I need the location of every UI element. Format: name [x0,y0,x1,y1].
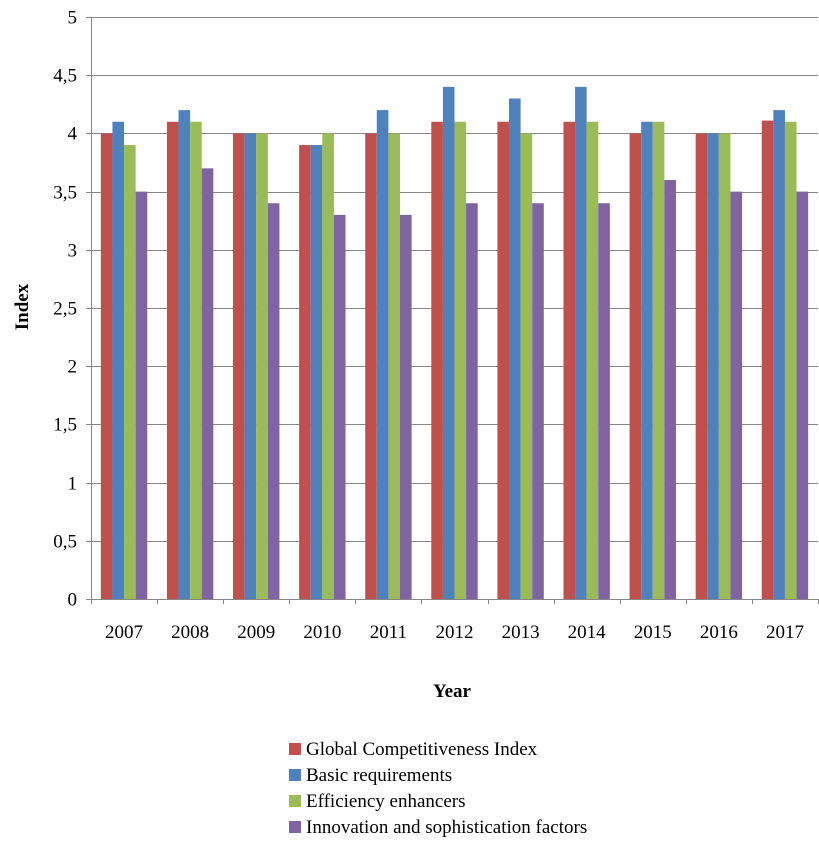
x-axis-title: Year [433,681,472,702]
bar [629,133,642,599]
x-tick-label: 2017 [766,622,804,643]
x-tick-label: 2013 [502,622,540,643]
bar [112,121,125,599]
y-tick-label: 4,5 [53,66,77,87]
x-tick-labels: 2007 2008 2009 2010 2011 2012 2013 2014 2015 2016… [105,622,804,643]
x-tick-label: 2009 [237,622,275,643]
bar [796,191,809,599]
bar [532,203,544,600]
bar [695,133,708,599]
bar [718,133,731,599]
bars [100,86,809,600]
bar [376,110,389,600]
bar [267,203,280,600]
legend-label: Basic requirements [306,765,452,786]
bar [641,121,653,599]
legend-label: Efficiency enhancers [306,791,465,812]
bar [100,133,113,599]
bar [707,133,719,599]
y-tick-label: 0 [68,590,78,611]
bar [244,133,257,599]
y-axis-title: Index [12,283,33,330]
x-tick-label: 2014 [568,622,607,643]
legend-swatch [289,795,301,807]
bar [520,133,533,599]
x-tick-label: 2012 [436,622,474,643]
y-tick-labels: 0 0,5 1 1,5 2 2,5 3 3,5 4 4,5 5 [53,8,77,611]
axes [86,17,819,604]
bar [333,214,346,599]
bar [730,191,743,599]
bar [400,214,412,599]
y-tick-label: 2 [68,357,78,378]
y-tick-label: 0,5 [53,532,77,553]
bar [508,98,521,599]
legend-swatch [289,769,301,781]
bar [201,168,214,599]
bar [497,121,509,599]
bar [575,86,587,600]
bar [388,133,401,599]
bar [135,191,148,599]
y-tick-label: 2,5 [53,299,77,320]
x-tick-label: 2016 [700,622,738,643]
x-tick-label: 2008 [171,622,209,643]
x-tick-label: 2011 [370,622,407,643]
y-tick-label: 3 [68,241,78,262]
y-tick-label: 4 [68,124,78,145]
bar [652,121,665,599]
legend-swatch [289,743,301,755]
legend: Global Competitiveness Index Basic requir… [289,739,587,838]
bar [322,133,334,599]
y-tick-label: 1 [68,474,78,495]
x-tick-label: 2007 [105,622,143,643]
bar [442,86,455,600]
bar [454,121,467,599]
bar [664,179,676,599]
bar [124,145,136,600]
bar [310,145,323,600]
bar [598,203,610,600]
bar [563,121,576,599]
bar [256,133,268,599]
x-tick-label: 2015 [634,622,672,643]
y-tick-label: 1,5 [53,415,77,436]
bar [299,145,311,600]
bar [784,121,797,599]
legend-label: Innovation and sophistication factors [306,817,587,838]
y-tick-label: 3,5 [53,183,77,204]
bar [761,120,774,599]
y-tick-label: 5 [68,8,78,29]
legend-label: Global Competitiveness Index [306,739,538,760]
bar [190,121,202,599]
bar [178,110,191,600]
bar [166,121,179,599]
bar [466,203,478,600]
x-tick-label: 2010 [303,622,341,643]
bar [233,133,245,599]
bar [365,133,377,599]
bar [773,110,785,600]
bar [431,121,443,599]
bar [586,121,599,599]
legend-swatch [289,821,301,833]
